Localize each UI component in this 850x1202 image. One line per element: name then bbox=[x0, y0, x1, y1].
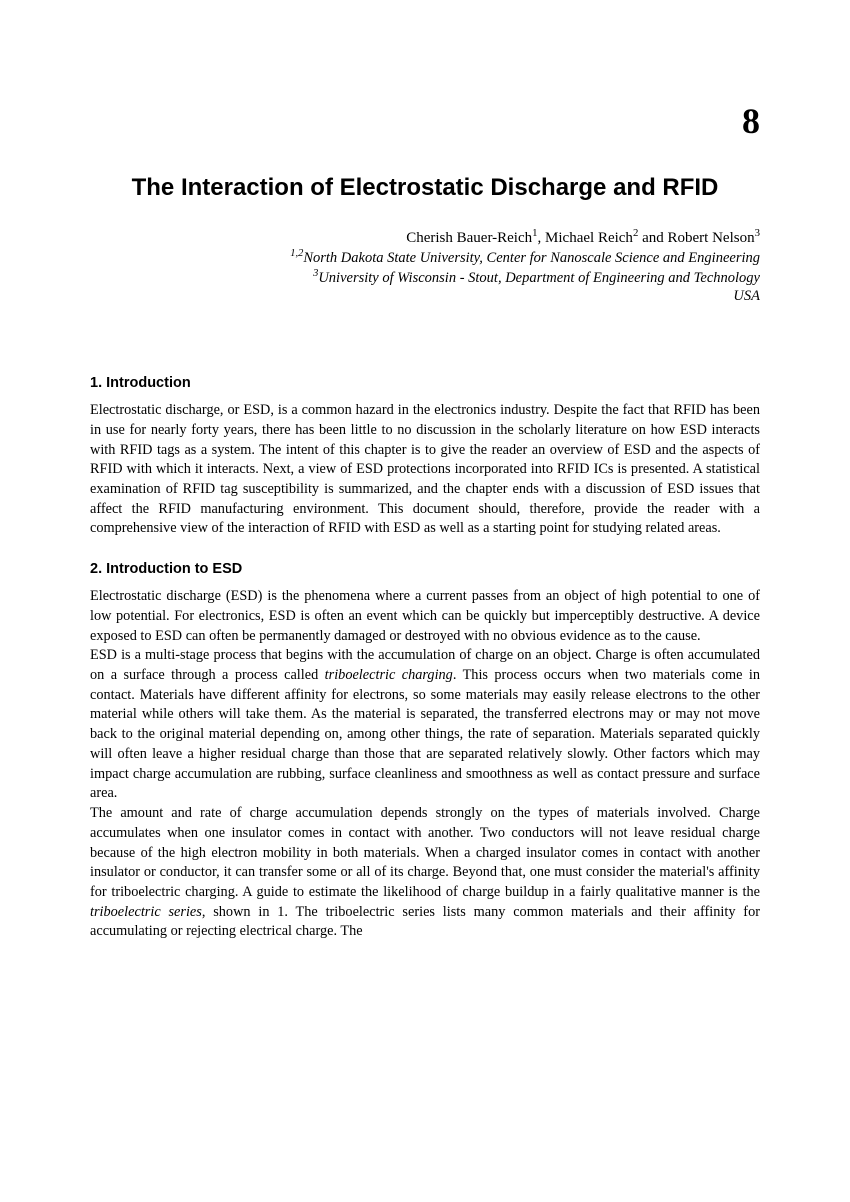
section-2-p3a: The amount and rate of charge accumulati… bbox=[90, 805, 760, 900]
triboelectric-series-term: triboelectric series bbox=[90, 904, 202, 920]
author-3-sup: 3 bbox=[755, 227, 760, 239]
chapter-number: 8 bbox=[90, 100, 760, 142]
affiliation-2: 3University of Wisconsin - Stout, Depart… bbox=[90, 269, 760, 289]
authors-line: Cherish Bauer-Reich1, Michael Reich2 and… bbox=[90, 230, 760, 247]
section-1-body: Electrostatic discharge, or ESD, is a co… bbox=[90, 401, 760, 539]
affil-1-sup: 1,2 bbox=[290, 248, 303, 259]
section-2-p2: ESD is a multi-stage process that begins… bbox=[90, 646, 760, 804]
author-2-name: Michael Reich bbox=[545, 230, 633, 246]
section-2-p3: The amount and rate of charge accumulati… bbox=[90, 804, 760, 942]
triboelectric-charging-term: triboelectric charging bbox=[325, 667, 453, 683]
author-sep-2: and bbox=[638, 230, 667, 246]
section-2-p1: Electrostatic discharge (ESD) is the phe… bbox=[90, 587, 760, 646]
section-2-heading: 2. Introduction to ESD bbox=[90, 561, 760, 577]
affil-2-text: University of Wisconsin - Stout, Departm… bbox=[318, 270, 760, 286]
affil-1-text: North Dakota State University, Center fo… bbox=[303, 250, 760, 266]
affiliation-1: 1,2North Dakota State University, Center… bbox=[90, 249, 760, 269]
author-1-name: Cherish Bauer-Reich bbox=[406, 230, 532, 246]
author-sep-1: , bbox=[538, 230, 546, 246]
chapter-title: The Interaction of Electrostatic Dischar… bbox=[90, 174, 760, 202]
section-2-p2b: . This process occurs when two materials… bbox=[90, 667, 760, 801]
author-3-name: Robert Nelson bbox=[668, 230, 755, 246]
country: USA bbox=[90, 288, 760, 305]
section-1-heading: 1. Introduction bbox=[90, 375, 760, 391]
